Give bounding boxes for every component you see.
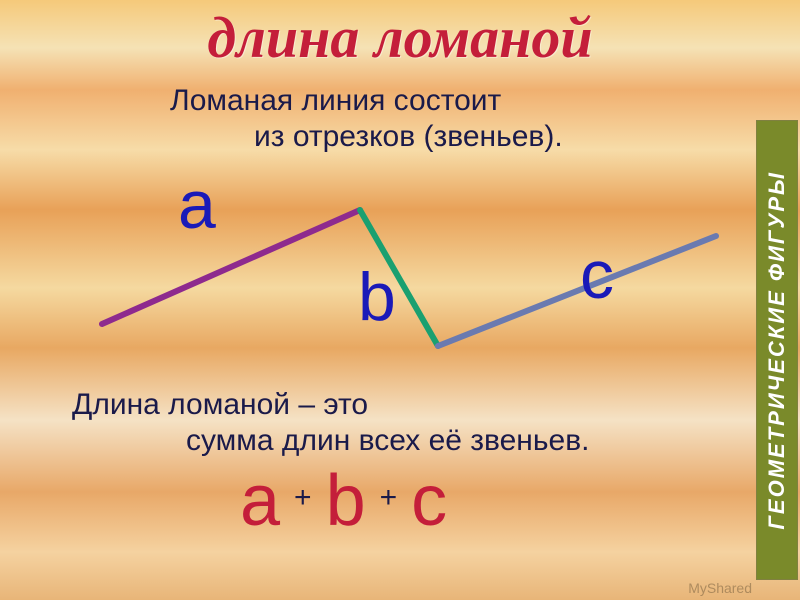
- segment-label-a: a: [178, 166, 216, 244]
- sidebar-category: ГЕОМЕТРИЧЕСКИЕ ФИГУРЫ: [756, 120, 798, 580]
- sidebar-category-text: ГЕОМЕТРИЧЕСКИЕ ФИГУРЫ: [764, 171, 790, 530]
- formula-plus-1: +: [294, 481, 312, 515]
- segment-a: [102, 210, 360, 324]
- description-2-line-1: Длина ломаной – это: [72, 388, 368, 422]
- formula-var-a: a: [240, 465, 280, 537]
- segment-label-b: b: [358, 258, 396, 336]
- segment-label-c: c: [580, 236, 614, 314]
- formula-var-b: b: [326, 465, 366, 537]
- description-2-line-2: сумма длин всех её звеньев.: [186, 424, 589, 458]
- description-1-line-2: из отрезков (звеньев).: [254, 120, 563, 154]
- formula-plus-2: +: [380, 481, 398, 515]
- polyline-diagram: [0, 160, 800, 370]
- page-title: длина ломаной: [207, 4, 592, 71]
- description-1-line-1: Ломаная линия состоит: [170, 84, 501, 118]
- segment-c: [438, 236, 716, 346]
- formula-var-c: c: [411, 465, 447, 537]
- watermark: MyShared: [688, 580, 752, 596]
- formula: a + b + c: [240, 465, 447, 537]
